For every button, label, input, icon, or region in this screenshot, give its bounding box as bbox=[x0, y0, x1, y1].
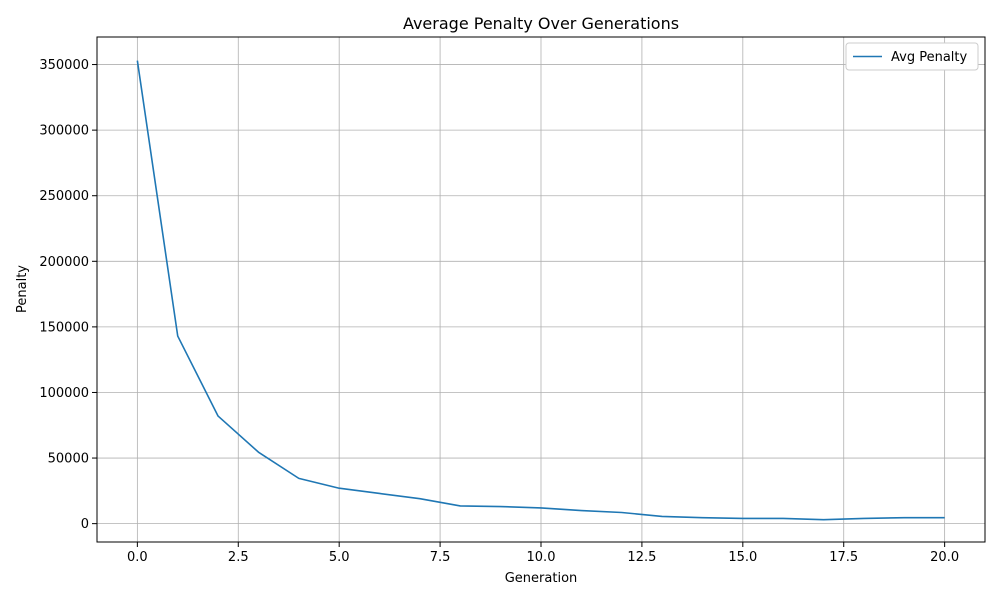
y-axis-ticks: 0 50000 100000 150000 200000 250000 300000 3500… bbox=[39, 58, 97, 532]
y-tick-label: 200000 bbox=[39, 255, 89, 270]
x-tick-label: 2.5 bbox=[228, 550, 249, 565]
legend: Avg Penalty bbox=[845, 42, 979, 71]
series-line-avg-penalty bbox=[136, 60, 945, 521]
y-tick-label: 100000 bbox=[39, 386, 89, 401]
x-tick-label: 17.5 bbox=[829, 550, 858, 565]
y-tick-label: 300000 bbox=[39, 124, 89, 139]
x-axis-ticks: 0.0 2.5 5.0 7.5 10.0 12.5 15.0 17.5 20.0 bbox=[127, 542, 959, 565]
legend-box bbox=[845, 42, 979, 71]
chart-title: Average Penalty Over Generations bbox=[403, 14, 679, 33]
x-tick-label: 15.0 bbox=[728, 550, 757, 565]
y-tick-label: 0 bbox=[81, 517, 89, 532]
x-tick-label: 20.0 bbox=[930, 550, 959, 565]
x-tick-label: 5.0 bbox=[329, 550, 350, 565]
x-tick-label: 10.0 bbox=[527, 550, 556, 565]
legend-label-avg-penalty: Avg Penalty bbox=[891, 50, 967, 65]
y-tick-label: 350000 bbox=[39, 58, 89, 73]
series-layer bbox=[136, 60, 945, 521]
y-tick-label: 150000 bbox=[39, 320, 89, 335]
x-tick-label: 12.5 bbox=[627, 550, 656, 565]
x-axis-label: Generation bbox=[505, 571, 578, 586]
y-axis-label: Penalty bbox=[15, 265, 30, 313]
y-tick-label: 250000 bbox=[39, 189, 89, 204]
x-tick-label: 7.5 bbox=[430, 550, 451, 565]
grid bbox=[97, 37, 985, 542]
x-tick-label: 0.0 bbox=[127, 550, 148, 565]
y-tick-label: 50000 bbox=[48, 452, 89, 467]
